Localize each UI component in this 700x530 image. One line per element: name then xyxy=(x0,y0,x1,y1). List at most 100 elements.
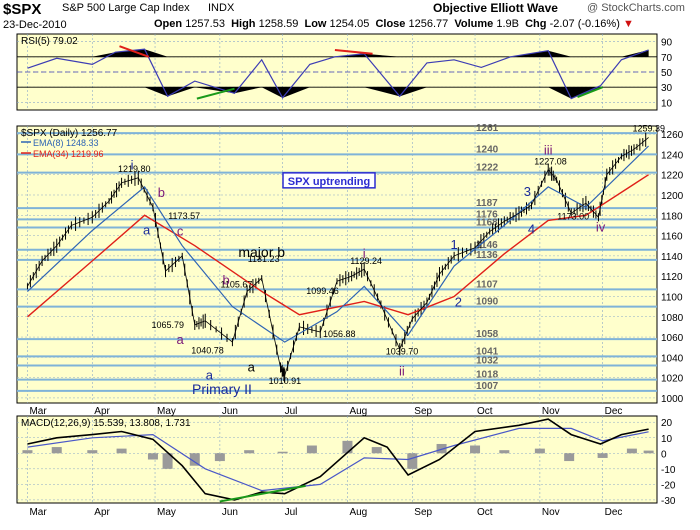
wave-label: b xyxy=(158,185,165,200)
fib-level-label: 1261 xyxy=(476,123,499,134)
wave-label: a xyxy=(143,223,151,238)
x-tick-label: Dec xyxy=(605,406,623,417)
macd-histogram-bar xyxy=(51,447,62,454)
symbol-title: $SPX xyxy=(3,1,42,18)
watermark: @ StockCharts.com xyxy=(587,2,685,14)
rsi-tick-label: 30 xyxy=(661,83,673,94)
x-tick-label: Nov xyxy=(542,406,560,417)
title-right: Objective Elliott Wave xyxy=(433,1,558,15)
price-tick-label: 1120 xyxy=(661,272,683,283)
x-tick-label-bottom: Nov xyxy=(542,507,560,518)
volume-label: Volume xyxy=(454,18,494,30)
fib-level-label: 1222 xyxy=(476,163,499,174)
rsi-trendline-red xyxy=(119,45,150,58)
macd-histogram-bar xyxy=(564,453,575,462)
x-tick-label: Mar xyxy=(29,406,47,417)
fib-level-label: 1032 xyxy=(476,355,499,366)
fib-level-label: 1146 xyxy=(476,240,498,251)
x-tick-label-bottom: Jul xyxy=(285,507,298,518)
wave-label: a xyxy=(248,360,256,375)
macd-tick-label: -30 xyxy=(661,496,676,507)
rsi-oversold-fill xyxy=(27,87,649,99)
x-tick-label-bottom: Sep xyxy=(414,507,432,518)
chg-value: -2.07 (-0.16%) xyxy=(549,18,620,30)
annotation-box xyxy=(282,172,376,189)
price-tick-label: 1000 xyxy=(661,394,684,405)
fib-level-label: 1007 xyxy=(476,381,499,392)
price-tick-label: 1260 xyxy=(661,130,684,141)
wave-label: ii xyxy=(399,364,405,379)
macd-histogram-bar xyxy=(534,448,545,454)
wave-label: 4 xyxy=(528,222,535,237)
fib-level-label: 1041 xyxy=(476,346,499,357)
macd-tick-label: 0 xyxy=(661,449,667,460)
x-tick-label-bottom: Oct xyxy=(477,507,493,518)
x-tick-label: Aug xyxy=(349,406,367,417)
fib-level-label: 1018 xyxy=(476,370,499,381)
fib-level-label: 1107 xyxy=(476,279,498,290)
price-tick-label: 1160 xyxy=(661,232,683,243)
price-panel-bg xyxy=(16,125,658,404)
close-value: 1256.77 xyxy=(408,18,449,30)
x-tick-label: May xyxy=(157,406,176,417)
macd-histogram-bar xyxy=(214,453,225,462)
ema34-legend-label: EMA(34) 1219.96 xyxy=(33,149,104,159)
macd-histogram-bar xyxy=(22,450,33,454)
price-label: 1105.67 xyxy=(221,280,253,290)
x-tick-label-bottom: Apr xyxy=(94,507,110,518)
macd-histogram-bar xyxy=(147,453,158,460)
symbol-description: S&P 500 Large Cap Index xyxy=(62,2,190,14)
macd-histogram-bar xyxy=(244,450,255,454)
rsi-trendline-green xyxy=(577,86,603,99)
macd-histogram-bar xyxy=(371,447,382,454)
macd-histogram-bar xyxy=(306,445,317,454)
x-tick-label-bottom: Dec xyxy=(605,507,623,518)
x-tick-label: Jul xyxy=(285,406,298,417)
price-tick-label: 1020 xyxy=(661,374,684,385)
rsi-tick-label: 50 xyxy=(661,68,673,79)
macd-panel-bg xyxy=(16,415,658,504)
price-tick-label: 1040 xyxy=(661,353,684,364)
high-label: High xyxy=(231,18,256,30)
price-label: 1129.24 xyxy=(350,256,382,266)
price-label: 1219.80 xyxy=(118,164,151,174)
exchange-label: INDX xyxy=(208,2,235,14)
fib-level-label: 1176 xyxy=(476,209,498,220)
macd-tick-label: -20 xyxy=(661,480,676,491)
fib-level-label: 1058 xyxy=(476,329,499,340)
macd-histogram-bar xyxy=(597,453,608,458)
x-tick-label: Sep xyxy=(414,406,432,417)
macd-histogram-bar xyxy=(626,448,637,454)
price-tick-label: 1060 xyxy=(661,333,684,344)
wave-label: iii xyxy=(544,142,553,157)
macd-histogram-bar xyxy=(643,450,654,454)
wave-label: 1 xyxy=(451,237,458,252)
fib-level-label: 1090 xyxy=(476,297,499,308)
macd-tick-label: 20 xyxy=(661,418,673,429)
wave-label: b xyxy=(223,272,230,287)
x-tick-label-bottom: Jun xyxy=(222,507,238,518)
wave-label: Primary II xyxy=(192,381,252,397)
date-label: 23-Dec-2010 xyxy=(3,19,67,31)
macd-tick-label: 10 xyxy=(661,434,673,445)
price-tick-label: 1080 xyxy=(661,313,684,324)
ema34-line xyxy=(27,174,649,318)
x-tick-label-bottom: Mar xyxy=(29,507,47,518)
rsi-overbought-fill xyxy=(27,49,649,57)
macd-histogram-bar xyxy=(499,450,510,454)
price-label: 1056.88 xyxy=(323,329,356,339)
down-arrow-icon: ▼ xyxy=(622,18,634,30)
fib-level-label: 1136 xyxy=(476,250,498,261)
ohlc-row: Open 1257.53 High 1258.59 Low 1254.05 Cl… xyxy=(154,18,634,30)
wave-label: i xyxy=(363,246,366,261)
fib-level-label: 1168 xyxy=(476,217,498,228)
price-tick-label: 1180 xyxy=(661,211,683,222)
chg-label: Chg xyxy=(525,18,547,30)
ema8-legend-label: EMA(8) 1248.33 xyxy=(33,138,99,148)
x-tick-label: Jun xyxy=(222,406,238,417)
macd-tick-label: -10 xyxy=(661,465,676,476)
rsi-tick-label: 70 xyxy=(661,53,673,64)
macd-title: MACD(12,26,9) 15.539, 13.808, 1.731 xyxy=(21,418,191,429)
ema8-line xyxy=(27,145,650,343)
rsi-series-line xyxy=(27,48,649,100)
